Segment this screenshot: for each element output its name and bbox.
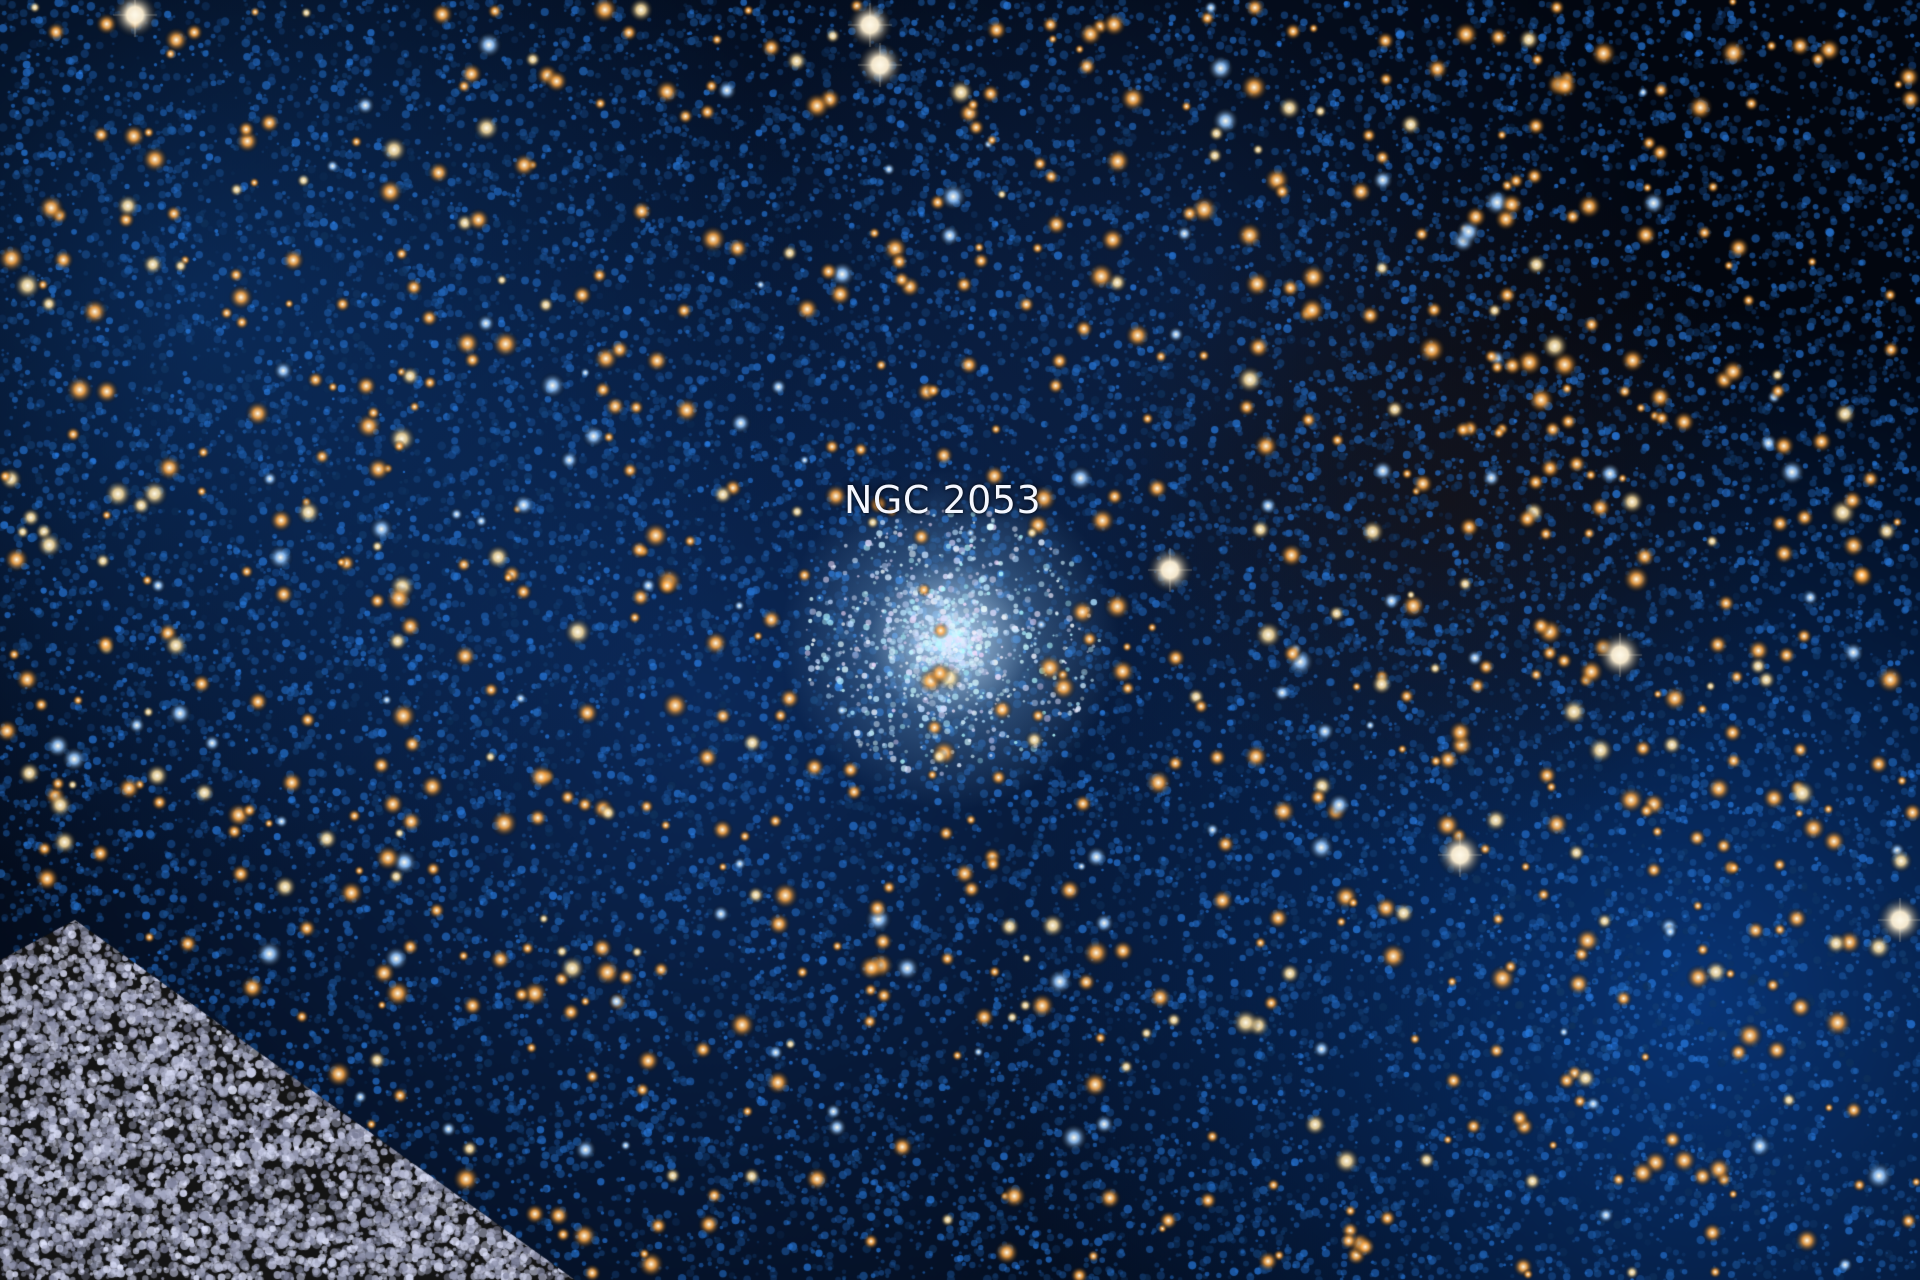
- star-field-photo: [0, 0, 1920, 1280]
